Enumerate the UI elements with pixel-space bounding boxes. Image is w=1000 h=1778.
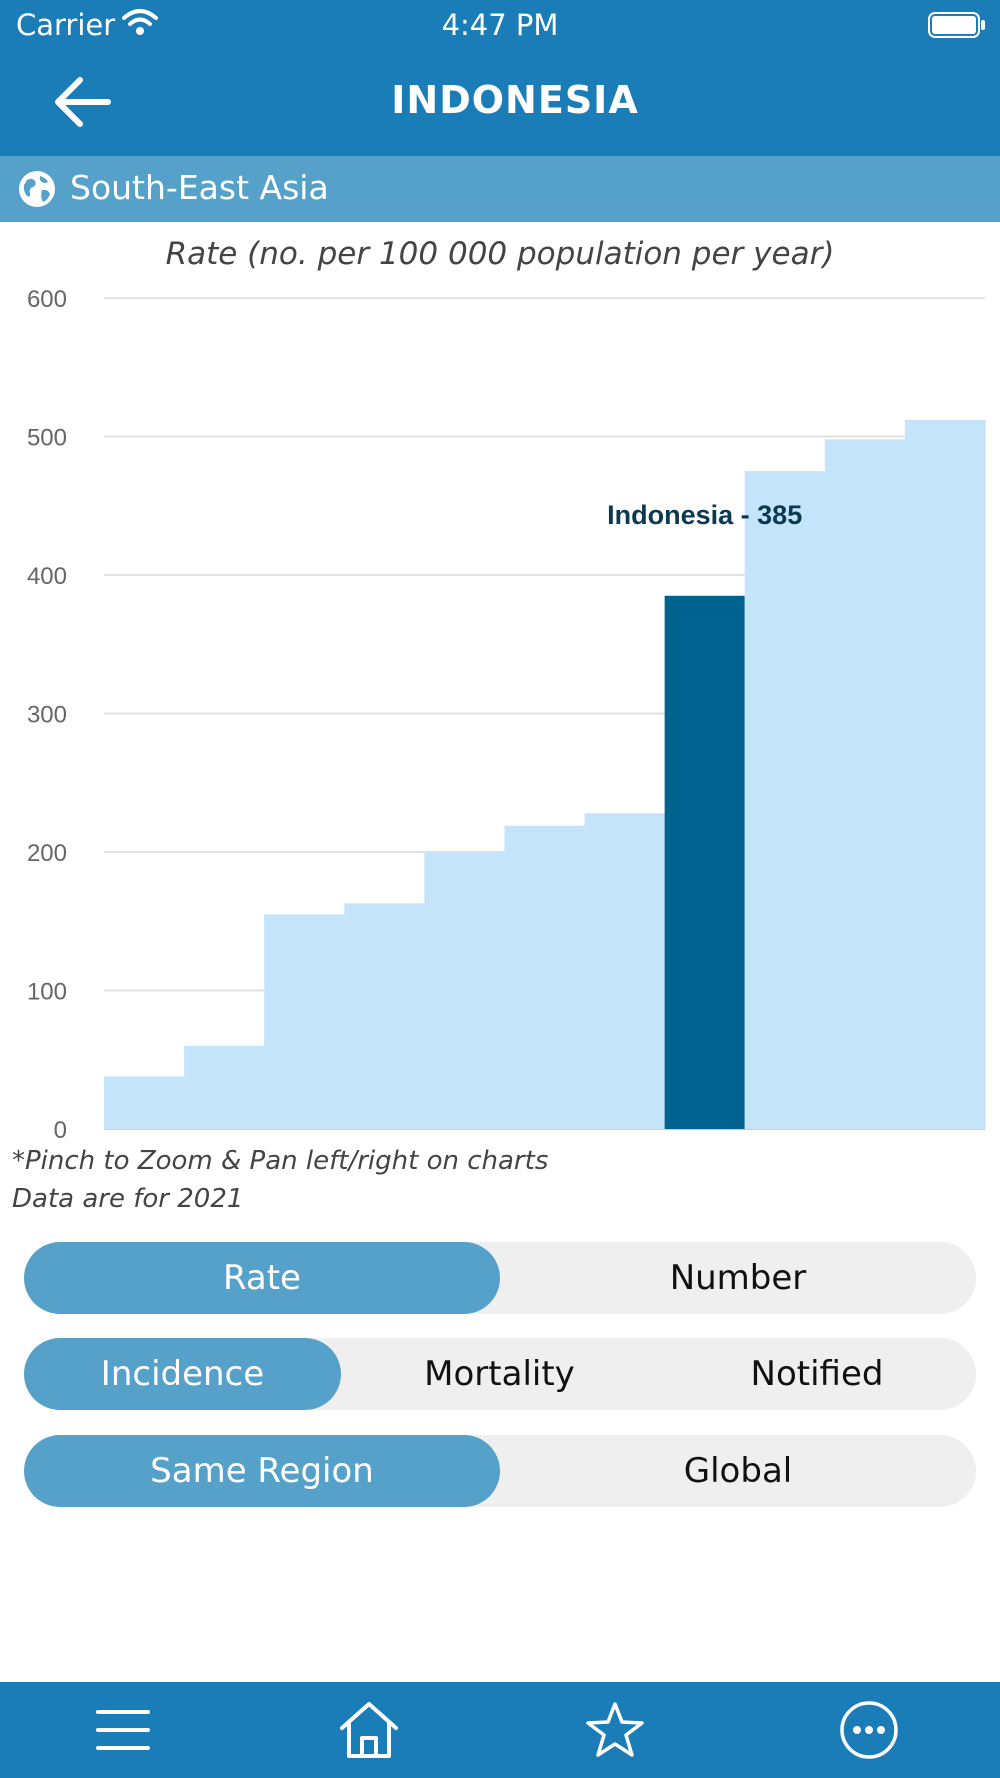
home-icon <box>340 1702 398 1758</box>
y-tick-label: 600 <box>27 286 67 313</box>
chart-title: Rate (no. per 100 000 population per yea… <box>165 236 835 272</box>
scope-segmented-control: Same Region Global <box>24 1435 976 1507</box>
incidence-option[interactable]: Incidence <box>24 1338 341 1410</box>
back-button[interactable] <box>50 72 114 132</box>
menu-icon <box>96 1710 150 1750</box>
y-tick-label: 0 <box>54 1117 67 1142</box>
status-time: 4:47 PM <box>441 8 559 42</box>
y-tick-label: 200 <box>27 840 67 867</box>
y-tick-label: 100 <box>27 979 67 1006</box>
more-icon <box>840 1701 898 1759</box>
tab-bar <box>0 1682 1000 1778</box>
same-region-option[interactable]: Same Region <box>24 1435 500 1507</box>
indicator-segmented-control: Incidence Mortality Notified <box>24 1338 976 1410</box>
bar-chart[interactable]: 0 100 200 300 400 500 600 Indonesia - 385 <box>0 222 1000 1142</box>
menu-tab[interactable] <box>88 1700 158 1760</box>
page-title: INDONESIA <box>391 78 639 122</box>
bar <box>104 1076 185 1129</box>
favorites-tab[interactable] <box>580 1700 650 1760</box>
nav-bar: INDONESIA <box>0 52 1000 156</box>
rate-option[interactable]: Rate <box>24 1242 500 1314</box>
highlighted-bar <box>664 595 745 1129</box>
bar <box>824 439 906 1129</box>
data-label: Indonesia - 385 <box>607 500 802 530</box>
bar <box>424 852 506 1129</box>
number-option[interactable]: Number <box>669 1258 807 1298</box>
bar <box>184 1045 265 1129</box>
more-tab[interactable] <box>834 1700 904 1760</box>
region-name: South-East Asia <box>70 168 329 207</box>
y-tick-label: 400 <box>27 563 67 590</box>
globe-icon <box>18 170 56 212</box>
y-tick-label: 300 <box>27 702 67 729</box>
region-bar: South-East Asia <box>0 156 1000 222</box>
status-bar: Carrier 4:47 PM <box>0 0 1000 52</box>
data-year-note: Data are for 2021 <box>12 1184 244 1214</box>
star-icon <box>586 1702 644 1757</box>
arrow-left-icon <box>55 77 111 127</box>
battery-icon <box>928 12 986 42</box>
chart[interactable]: 0 100 200 300 400 500 600 Indonesia - 385 Rate … <box>0 222 1000 1142</box>
bar <box>264 914 345 1129</box>
carrier-label: Carrier <box>16 8 116 42</box>
bar <box>584 813 666 1129</box>
bar <box>504 825 586 1129</box>
bar <box>904 419 986 1129</box>
bar <box>344 903 425 1129</box>
home-tab[interactable] <box>334 1700 404 1760</box>
wifi-icon <box>122 8 158 40</box>
mortality-option[interactable]: Mortality <box>424 1354 575 1394</box>
measure-segmented-control: Rate Number <box>24 1242 976 1314</box>
zoom-hint: *Pinch to Zoom & Pan left/right on chart… <box>12 1146 549 1176</box>
y-tick-label: 500 <box>27 425 67 452</box>
notified-option[interactable]: Notified <box>750 1354 884 1394</box>
bar <box>744 471 826 1129</box>
global-option[interactable]: Global <box>683 1451 793 1491</box>
